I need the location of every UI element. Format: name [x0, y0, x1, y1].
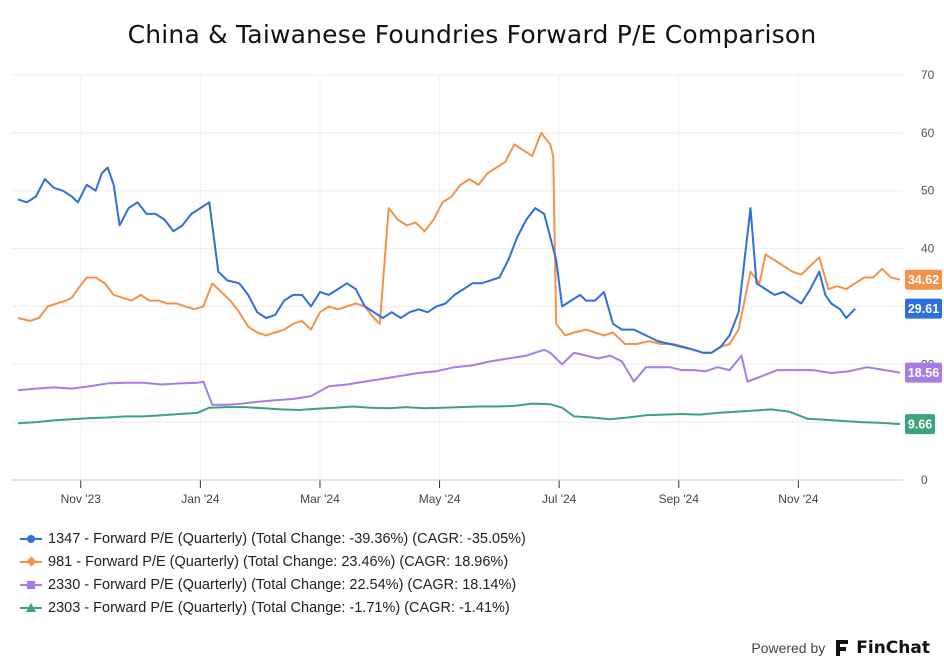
series-line-3	[17, 402, 901, 426]
end-value-badge: 18.56	[905, 362, 942, 383]
legend-item-2303[interactable]: 2303 - Forward P/E (Quarterly) (Total Ch…	[20, 596, 526, 619]
legend-marker-square	[20, 579, 42, 591]
legend-item-2330[interactable]: 2330 - Forward P/E (Quarterly) (Total Ch…	[20, 573, 526, 596]
series-line-1	[17, 131, 901, 354]
y-tick-label: 0	[921, 473, 928, 487]
legend-item-1347[interactable]: 1347 - Forward P/E (Quarterly) (Total Ch…	[20, 527, 526, 550]
chart-title: China & Taiwanese Foundries Forward P/E …	[127, 20, 817, 49]
x-tick-label: Nov '23	[61, 492, 102, 506]
x-tick-label: Sep '24	[659, 492, 700, 506]
end-value-label: 34.62	[908, 273, 939, 287]
powered-by-text: Powered by	[751, 640, 826, 656]
legend-marker-circle	[20, 533, 42, 545]
x-tick-label: Jan '24	[181, 492, 220, 506]
end-value-badge-bg	[905, 414, 935, 435]
legend-marker-triangle	[20, 602, 42, 614]
x-tick-label: Jul '24	[542, 492, 577, 506]
y-tick-label: 50	[921, 184, 935, 198]
y-tick-label: 70	[921, 68, 935, 82]
legend-item-981[interactable]: 981 - Forward P/E (Quarterly) (Total Cha…	[20, 550, 526, 573]
legend-label: 2330 - Forward P/E (Quarterly) (Total Ch…	[48, 576, 517, 593]
legend-label: 1347 - Forward P/E (Quarterly) (Total Ch…	[48, 530, 526, 547]
end-value-badge: 9.66	[905, 414, 935, 435]
x-tick-label: Mar '24	[300, 492, 340, 506]
legend-label: 2303 - Forward P/E (Quarterly) (Total Ch…	[48, 599, 510, 616]
finchat-logo-icon	[836, 640, 849, 656]
brand-logo[interactable]: FinChat	[833, 638, 930, 658]
end-value-badge-bg	[905, 362, 942, 383]
x-tick-label: May '24	[419, 492, 461, 506]
legend-label: 981 - Forward P/E (Quarterly) (Total Cha…	[48, 553, 509, 570]
end-value-badge: 34.62	[905, 269, 942, 290]
end-value-label: 9.66	[908, 418, 932, 432]
series-line-2	[17, 348, 901, 406]
brand-name: FinChat	[856, 638, 930, 658]
end-value-badge-bg	[905, 298, 942, 319]
x-tick-label: Nov '24	[778, 492, 819, 506]
end-value-badge-bg	[905, 269, 942, 290]
legend: 1347 - Forward P/E (Quarterly) (Total Ch…	[20, 527, 526, 619]
end-value-badge: 29.61	[905, 298, 942, 319]
y-tick-label: 40	[921, 242, 935, 256]
end-value-label: 29.61	[908, 302, 939, 316]
footer: Powered by FinChat	[751, 638, 930, 658]
y-tick-label: 60	[921, 126, 935, 140]
legend-marker-diamond	[20, 556, 42, 568]
series-line-0	[17, 166, 856, 354]
end-value-label: 18.56	[908, 366, 939, 380]
